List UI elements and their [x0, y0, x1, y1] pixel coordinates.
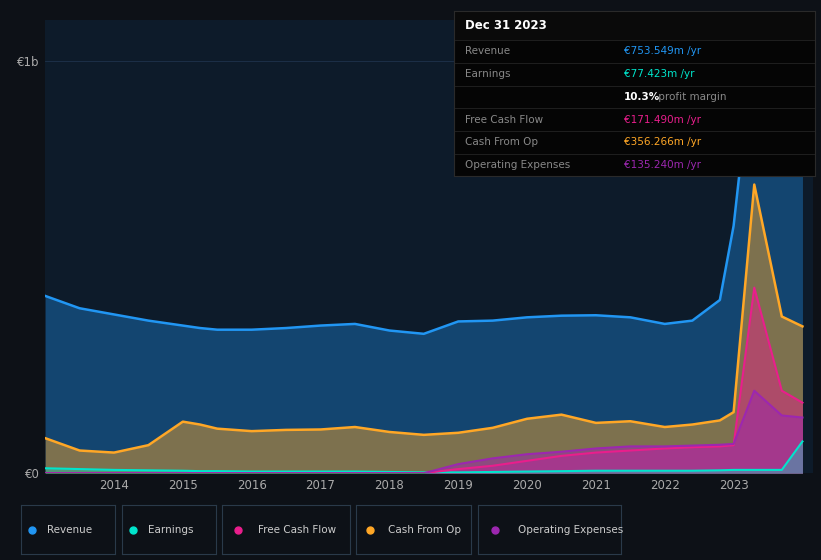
Text: Revenue: Revenue — [465, 46, 510, 57]
Text: €77.423m /yr: €77.423m /yr — [624, 69, 695, 79]
Text: Free Cash Flow: Free Cash Flow — [465, 115, 543, 125]
Text: Cash From Op: Cash From Op — [465, 137, 538, 147]
Text: profit margin: profit margin — [654, 92, 726, 102]
Text: Free Cash Flow: Free Cash Flow — [258, 525, 337, 535]
Bar — [454, 11, 815, 40]
Text: €135.240m /yr: €135.240m /yr — [624, 160, 701, 170]
Text: Earnings: Earnings — [148, 525, 194, 535]
Text: Revenue: Revenue — [47, 525, 92, 535]
Text: Operating Expenses: Operating Expenses — [465, 160, 570, 170]
Text: 10.3%: 10.3% — [624, 92, 660, 102]
Text: €356.266m /yr: €356.266m /yr — [624, 137, 701, 147]
Text: €171.490m /yr: €171.490m /yr — [624, 115, 701, 125]
Text: Cash From Op: Cash From Op — [388, 525, 461, 535]
Text: Dec 31 2023: Dec 31 2023 — [465, 19, 547, 32]
Text: Operating Expenses: Operating Expenses — [518, 525, 623, 535]
Text: €753.549m /yr: €753.549m /yr — [624, 46, 701, 57]
Text: Earnings: Earnings — [465, 69, 511, 79]
